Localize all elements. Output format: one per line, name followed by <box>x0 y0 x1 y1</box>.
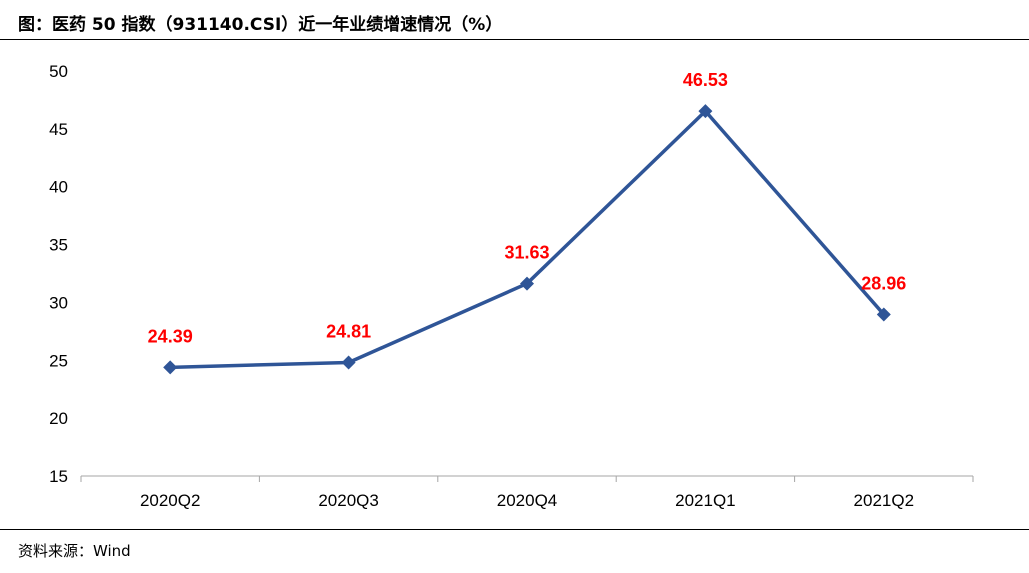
data-point-marker <box>163 360 178 375</box>
data-point-marker <box>341 355 356 370</box>
y-tick-label: 40 <box>49 178 68 197</box>
data-point-marker <box>876 307 891 322</box>
series-group <box>163 104 891 375</box>
y-axis-ticks: 15 20 25 30 35 40 45 50 <box>49 62 68 486</box>
x-tick-label: 2020Q3 <box>318 491 379 510</box>
x-tick-label: 2021Q1 <box>675 491 736 510</box>
data-labels: 24.39 24.81 31.63 46.53 28.96 <box>148 70 907 346</box>
source-note: 资料来源：Wind <box>18 542 131 560</box>
chart-title: 图：医药 50 指数（931140.CSI）近一年业绩增速情况（%） <box>18 15 503 35</box>
y-tick-label: 25 <box>49 351 68 370</box>
x-tick-label: 2021Q2 <box>854 491 915 510</box>
y-tick-label: 50 <box>49 62 68 81</box>
y-tick-label: 30 <box>49 293 68 312</box>
x-tick-label: 2020Q4 <box>497 491 558 510</box>
series-line <box>170 109 886 370</box>
y-tick-label: 35 <box>49 236 68 255</box>
data-label: 31.63 <box>504 243 549 263</box>
x-axis: 2020Q2 2020Q3 2020Q4 2021Q1 2021Q2 <box>80 475 974 510</box>
y-tick-label: 20 <box>49 409 68 428</box>
y-tick-label: 15 <box>49 467 68 486</box>
source-divider <box>0 529 1029 530</box>
data-label: 28.96 <box>861 273 906 293</box>
title-divider <box>0 39 1029 40</box>
data-point-marker <box>520 276 534 291</box>
y-tick-label: 45 <box>49 120 68 139</box>
data-point-marker <box>698 104 713 119</box>
data-label: 24.81 <box>326 321 371 341</box>
data-label: 24.39 <box>148 326 193 346</box>
data-label: 46.53 <box>683 70 728 90</box>
x-tick-label: 2020Q2 <box>140 491 201 510</box>
